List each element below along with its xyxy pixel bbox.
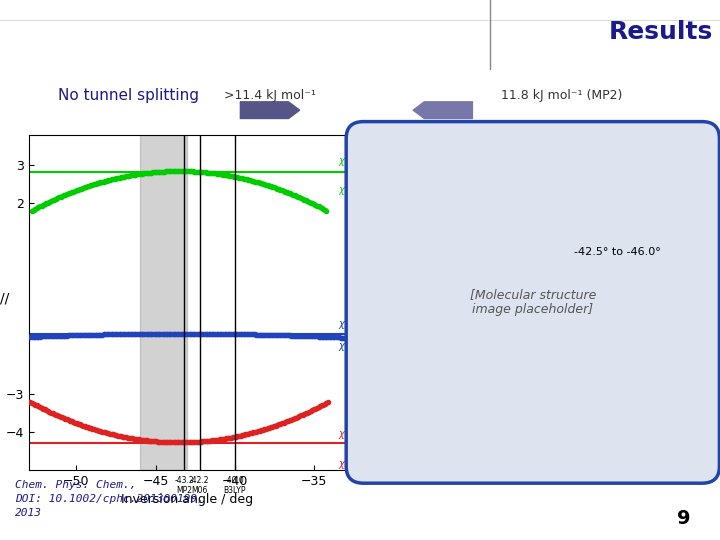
FancyBboxPatch shape [346,122,719,483]
Text: -43.2
MP2: -43.2 MP2 [174,476,194,495]
Text: Chem. Phys. Chem.,
DOI: 10.1002/cphc.201300199,
2013: Chem. Phys. Chem., DOI: 10.1002/cphc.201… [15,481,204,518]
FancyArrowPatch shape [413,102,472,118]
Text: [Molecular structure
image placeholder]: [Molecular structure image placeholder] [469,288,596,316]
Text: //: // [1,292,9,306]
Text: $\chi^{EXP}_{bb}$: $\chi^{EXP}_{bb}$ [338,153,359,170]
Text: No tunnel splitting: No tunnel splitting [58,89,199,103]
Text: $\chi^{EXP}_{aa}$: $\chi^{EXP}_{aa}$ [338,456,359,473]
Text: 9: 9 [678,509,690,528]
Text: 11.8 kJ mol⁻¹ (MP2): 11.8 kJ mol⁻¹ (MP2) [501,90,622,103]
Text: Results: Results [608,19,713,44]
Text: $\chi_{cc}$: $\chi_{cc}$ [338,319,354,331]
Text: -40.0
B3LYP: -40.0 B3LYP [223,476,246,495]
Bar [140,135,187,470]
X-axis label: Inversion angle / deg: Inversion angle / deg [121,493,253,506]
Text: $\chi^{EXP}_{cc}$: $\chi^{EXP}_{cc}$ [338,338,359,355]
Text: $\chi_{aa}$: $\chi_{aa}$ [338,429,354,441]
Text: -42.5° to -46.0°: -42.5° to -46.0° [575,247,661,257]
Text: $\chi_{bb}$: $\chi_{bb}$ [338,185,354,197]
FancyArrowPatch shape [240,102,300,118]
Text: >11.4 kJ mol⁻¹: >11.4 kJ mol⁻¹ [224,90,316,103]
Text: -42.2
M06: -42.2 M06 [190,476,210,495]
